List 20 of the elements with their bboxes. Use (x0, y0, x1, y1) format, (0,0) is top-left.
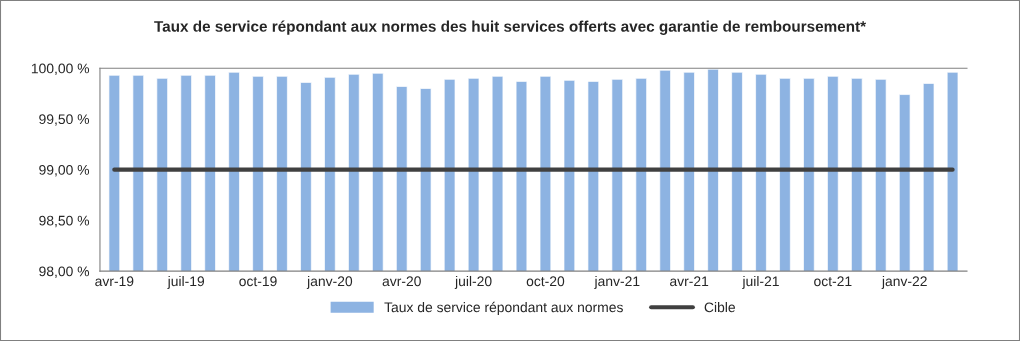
x-tick-label: juil-20 (454, 275, 492, 289)
y-tick-label: 98,50 % (39, 215, 90, 228)
x-tick-label: avr-21 (670, 276, 709, 287)
y-tick-label: 99,00 % (39, 164, 90, 177)
x-tick-label: janv-21 (594, 275, 640, 289)
x-tick-label: avr-19 (95, 276, 134, 287)
x-tick-label: juil-21 (742, 275, 779, 289)
y-tick-label: 98,00 % (39, 266, 90, 278)
legend-label: Cible (704, 302, 735, 313)
x-tick-label: avr-20 (382, 276, 421, 287)
y-tick-label: 99,50 % (39, 114, 90, 126)
y-tick-label: 100,00 % (31, 63, 90, 76)
chart-title: Taux de service répondant aux normes des huit services offerts avec garantie de remboursement* (154, 20, 867, 35)
x-tick-label: janv-20 (306, 275, 353, 289)
x-tick-label: oct-20 (526, 276, 565, 287)
x-tick-label: oct-19 (239, 276, 277, 287)
legend-label: Taux de service répondant aux normes (384, 301, 623, 315)
x-tick-label: oct-21 (814, 276, 852, 287)
x-tick-label: juil-19 (167, 275, 205, 289)
x-tick-label: janv-22 (881, 275, 927, 289)
